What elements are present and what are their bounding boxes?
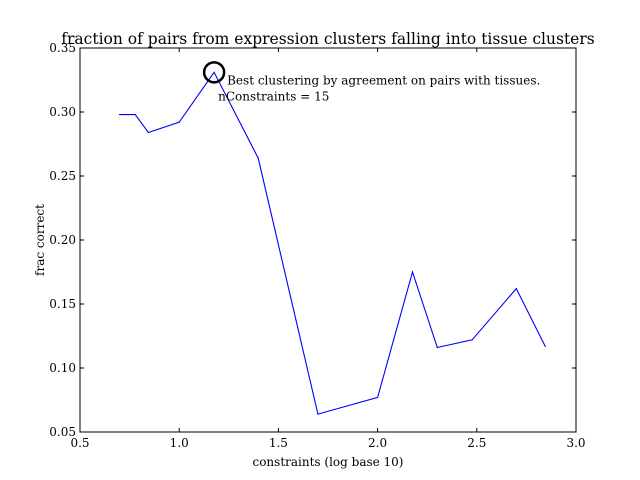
data-point [178, 121, 180, 123]
x-tick-label: 3.0 [566, 436, 585, 450]
data-point [147, 131, 150, 134]
y-tick-label: 0.05 [49, 425, 76, 439]
data-point [118, 113, 121, 116]
best-clustering-marker [202, 61, 226, 84]
y-tick-label: 0.10 [49, 361, 76, 375]
data-point [134, 113, 136, 116]
annotation-text-line2: nConstraints = 15 [218, 89, 329, 103]
data-point [436, 346, 438, 349]
data-point [213, 71, 215, 73]
y-tick-label: 0.30 [49, 105, 76, 119]
series-points [118, 71, 546, 415]
x-tick-label: 2.0 [368, 436, 387, 450]
axis-ticks [79, 47, 577, 433]
x-axis-label: constraints (log base 10) [252, 455, 403, 469]
data-point [377, 396, 379, 399]
x-tick-label: 2.5 [467, 436, 486, 450]
data-point [471, 339, 473, 341]
annotation-text-line1: Best clustering by agreement on pairs wi… [227, 73, 540, 87]
y-tick-label: 0.35 [49, 41, 76, 55]
chart-title: fraction of pairs from expression cluste… [61, 30, 594, 48]
x-tick-label: 0.5 [70, 436, 89, 450]
y-axis-label: frac correct [33, 204, 47, 276]
data-point [317, 413, 319, 415]
data-point [411, 271, 414, 273]
y-tick-label: 0.25 [49, 169, 76, 183]
y-tick-label: 0.15 [49, 297, 76, 311]
x-tick-label: 1.5 [269, 436, 288, 450]
data-point [544, 345, 546, 347]
x-tick-label: 1.0 [170, 436, 189, 450]
axis-tick-labels: 0.5 1.0 1.5 2.0 2.5 3.0 0.05 0.10 0.15 0.20 0.25 0.… [49, 41, 585, 450]
data-point [515, 288, 517, 290]
data-point [257, 157, 259, 159]
plot-area-frame [79, 47, 577, 433]
y-tick-label: 0.20 [49, 233, 76, 247]
